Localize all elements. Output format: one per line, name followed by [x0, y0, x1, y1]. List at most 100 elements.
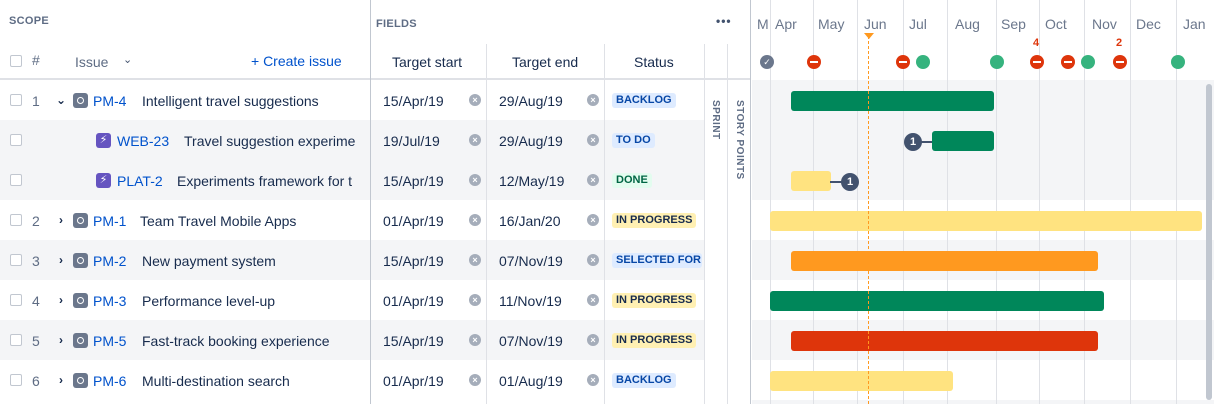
timeline-bar-pm-4[interactable]: [791, 91, 994, 111]
clear-icon[interactable]: ×: [587, 334, 599, 346]
clear-icon[interactable]: ×: [587, 294, 599, 306]
row-checkbox[interactable]: [10, 174, 22, 186]
target-end-value[interactable]: 29/Aug/19: [499, 93, 563, 109]
issue-key[interactable]: PM-2: [93, 253, 127, 269]
clear-icon[interactable]: ×: [587, 374, 599, 386]
release-marker[interactable]: [990, 55, 1004, 69]
issue-column-header[interactable]: Issue: [75, 54, 109, 70]
status-header[interactable]: Status: [634, 54, 674, 70]
table-row[interactable]: 3 › PM-2 New payment system 15/Apr/19 × …: [0, 240, 705, 280]
issue-key[interactable]: PM-3: [93, 293, 127, 309]
chevron-down-icon[interactable]: ⌄: [123, 54, 133, 66]
target-start-value[interactable]: 15/Apr/19: [383, 333, 444, 349]
issue-key[interactable]: PM-5: [93, 333, 127, 349]
release-marker[interactable]: [1081, 55, 1095, 69]
row-checkbox[interactable]: [10, 334, 22, 346]
clear-icon[interactable]: ×: [469, 254, 481, 266]
timeline-bar-pm-3[interactable]: [770, 291, 1104, 311]
table-row[interactable]: 2 › PM-1 Team Travel Mobile Apps 01/Apr/…: [0, 200, 705, 240]
timeline-bar-web-23[interactable]: [932, 131, 994, 151]
select-all-checkbox[interactable]: [10, 55, 22, 67]
target-end-value[interactable]: 07/Nov/19: [499, 333, 563, 349]
table-row[interactable]: ⚡ WEB-23 Travel suggestion experime 19/J…: [0, 120, 705, 160]
row-checkbox[interactable]: [10, 254, 22, 266]
expand-chevron-icon[interactable]: ›: [59, 333, 63, 347]
status-lozenge[interactable]: SELECTED FOR: [612, 253, 702, 268]
more-options-icon[interactable]: •••: [716, 14, 732, 28]
release-marker[interactable]: [807, 55, 821, 69]
clear-icon[interactable]: ×: [469, 294, 481, 306]
release-marker[interactable]: [1113, 55, 1127, 69]
target-start-value[interactable]: 15/Apr/19: [383, 93, 444, 109]
status-lozenge[interactable]: TO DO: [612, 133, 655, 148]
clear-icon[interactable]: ×: [587, 254, 599, 266]
target-start-value[interactable]: 15/Apr/19: [383, 173, 444, 189]
clear-icon[interactable]: ×: [469, 94, 481, 106]
vertical-scrollbar[interactable]: [1206, 84, 1212, 400]
clear-icon[interactable]: ×: [587, 214, 599, 226]
issue-key[interactable]: PM-6: [93, 373, 127, 389]
clear-icon[interactable]: ×: [587, 134, 599, 146]
status-lozenge[interactable]: IN PROGRESS: [612, 333, 697, 348]
fields-timeline-divider[interactable]: [750, 0, 751, 404]
expand-chevron-icon[interactable]: ›: [59, 373, 63, 387]
issue-key[interactable]: PLAT-2: [117, 173, 163, 189]
target-start-value[interactable]: 01/Apr/19: [383, 213, 444, 229]
target-start-value[interactable]: 19/Jul/19: [383, 133, 440, 149]
expand-chevron-icon[interactable]: ›: [59, 293, 63, 307]
timeline-bar-pm-6[interactable]: [770, 371, 953, 391]
issue-key[interactable]: PM-1: [93, 213, 127, 229]
expand-chevron-icon[interactable]: ›: [59, 253, 63, 267]
clear-icon[interactable]: ×: [469, 134, 481, 146]
issue-title[interactable]: Performance level-up: [142, 293, 276, 309]
status-lozenge[interactable]: BACKLOG: [612, 93, 676, 108]
target-end-value[interactable]: 29/Aug/19: [499, 133, 563, 149]
status-lozenge[interactable]: IN PROGRESS: [612, 213, 697, 228]
target-end-value[interactable]: 07/Nov/19: [499, 253, 563, 269]
target-end-value[interactable]: 01/Aug/19: [499, 373, 563, 389]
target-start-value[interactable]: 01/Apr/19: [383, 293, 444, 309]
release-marker[interactable]: [760, 55, 774, 69]
clear-icon[interactable]: ×: [469, 174, 481, 186]
row-checkbox[interactable]: [10, 214, 22, 226]
status-lozenge[interactable]: BACKLOG: [612, 373, 676, 388]
table-row[interactable]: 6 › PM-6 Multi-destination search 01/Apr…: [0, 360, 705, 400]
scope-fields-divider[interactable]: [370, 0, 371, 404]
release-marker[interactable]: [1030, 55, 1044, 69]
target-end-value[interactable]: 11/Nov/19: [499, 293, 562, 309]
timeline-bar-pm-1[interactable]: [770, 211, 1202, 231]
row-checkbox[interactable]: [10, 374, 22, 386]
collapse-chevron-icon[interactable]: ⌄: [55, 93, 67, 107]
target-end-header[interactable]: Target end: [512, 54, 579, 70]
target-start-value[interactable]: 15/Apr/19: [383, 253, 444, 269]
issue-title[interactable]: Travel suggestion experime: [184, 133, 356, 149]
table-row[interactable]: 5 › PM-5 Fast-track booking experience 1…: [0, 320, 705, 360]
timeline-bar-pm-5[interactable]: [791, 331, 1098, 351]
status-lozenge[interactable]: DONE: [612, 173, 652, 188]
timeline-bar-pm-2[interactable]: [791, 251, 1098, 271]
release-marker[interactable]: [896, 55, 910, 69]
expand-chevron-icon[interactable]: ›: [59, 213, 63, 227]
issue-title[interactable]: Experiments framework for t: [177, 173, 353, 189]
target-end-value[interactable]: 16/Jan/20: [499, 213, 561, 229]
table-row[interactable]: ⚡ PLAT-2 Experiments framework for t 15/…: [0, 160, 705, 200]
table-row[interactable]: 1 ⌄ PM-4 Intelligent travel suggestions …: [0, 80, 705, 120]
row-checkbox[interactable]: [10, 94, 22, 106]
release-marker[interactable]: [1171, 55, 1185, 69]
clear-icon[interactable]: ×: [587, 174, 599, 186]
issue-title[interactable]: Multi-destination search: [142, 373, 290, 389]
dependency-badge[interactable]: 1: [904, 133, 922, 151]
clear-icon[interactable]: ×: [587, 94, 599, 106]
issue-key[interactable]: WEB-23: [117, 133, 170, 149]
clear-icon[interactable]: ×: [469, 214, 481, 226]
release-marker[interactable]: [1061, 55, 1075, 69]
timeline-bar-plat-2[interactable]: [791, 171, 831, 191]
target-start-header[interactable]: Target start: [392, 54, 463, 70]
dependency-badge[interactable]: 1: [841, 173, 859, 191]
issue-key[interactable]: PM-4: [93, 93, 127, 109]
row-checkbox[interactable]: [10, 294, 22, 306]
status-lozenge[interactable]: IN PROGRESS: [612, 293, 697, 308]
create-issue-button[interactable]: + Create issue: [251, 53, 342, 69]
issue-title[interactable]: Intelligent travel suggestions: [142, 93, 319, 109]
row-checkbox[interactable]: [10, 134, 22, 146]
